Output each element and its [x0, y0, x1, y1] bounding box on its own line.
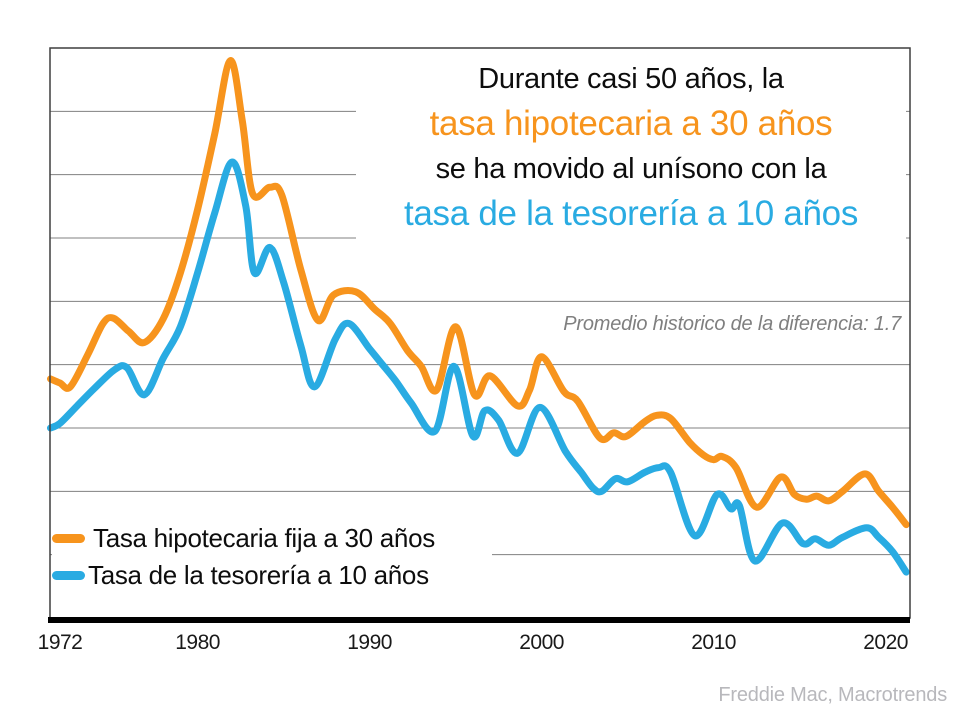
treasury-rate-line	[47, 158, 910, 576]
x-tick-label: 1980	[175, 631, 220, 654]
title-line-1: Durante casi 50 años, la	[478, 63, 784, 95]
source-credit: Freddie Mac, Macrotrends	[718, 684, 947, 706]
x-tick-label: 2000	[519, 631, 564, 654]
chart-title: Durante casi 50 años, la tasa hipotecari…	[356, 57, 906, 245]
legend-label-treasury: Tasa de la tesorería a 10 años	[88, 560, 429, 590]
legend-label-mortgage: Tasa hipotecaria fija a 30 años	[93, 523, 435, 553]
x-tick-label: 1990	[347, 631, 392, 654]
title-line-2-mortgage: tasa hipotecaria a 30 años	[429, 104, 833, 143]
legend-swatch-mortgage-icon	[52, 534, 85, 543]
legend-swatch-treasury-icon	[52, 571, 85, 580]
mortgage-rate-line	[47, 57, 910, 529]
historic-average-annotation: Promedio historico de la diferencia: 1.7	[563, 313, 901, 335]
legend-item-mortgage: Tasa hipotecaria fija a 30 años	[52, 520, 492, 557]
x-tick-label: 2010	[691, 631, 736, 654]
legend: Tasa hipotecaria fija a 30 años Tasa de …	[52, 512, 492, 598]
legend-item-treasury: Tasa de la tesorería a 10 años	[52, 557, 492, 594]
title-line-3: se ha movido al unísono con la	[435, 153, 827, 185]
x-tick-label: 1972	[37, 631, 83, 654]
title-line-4-treasury: tasa de la tesorería a 10 años	[403, 194, 859, 233]
x-tick-label: 2020	[863, 631, 908, 654]
